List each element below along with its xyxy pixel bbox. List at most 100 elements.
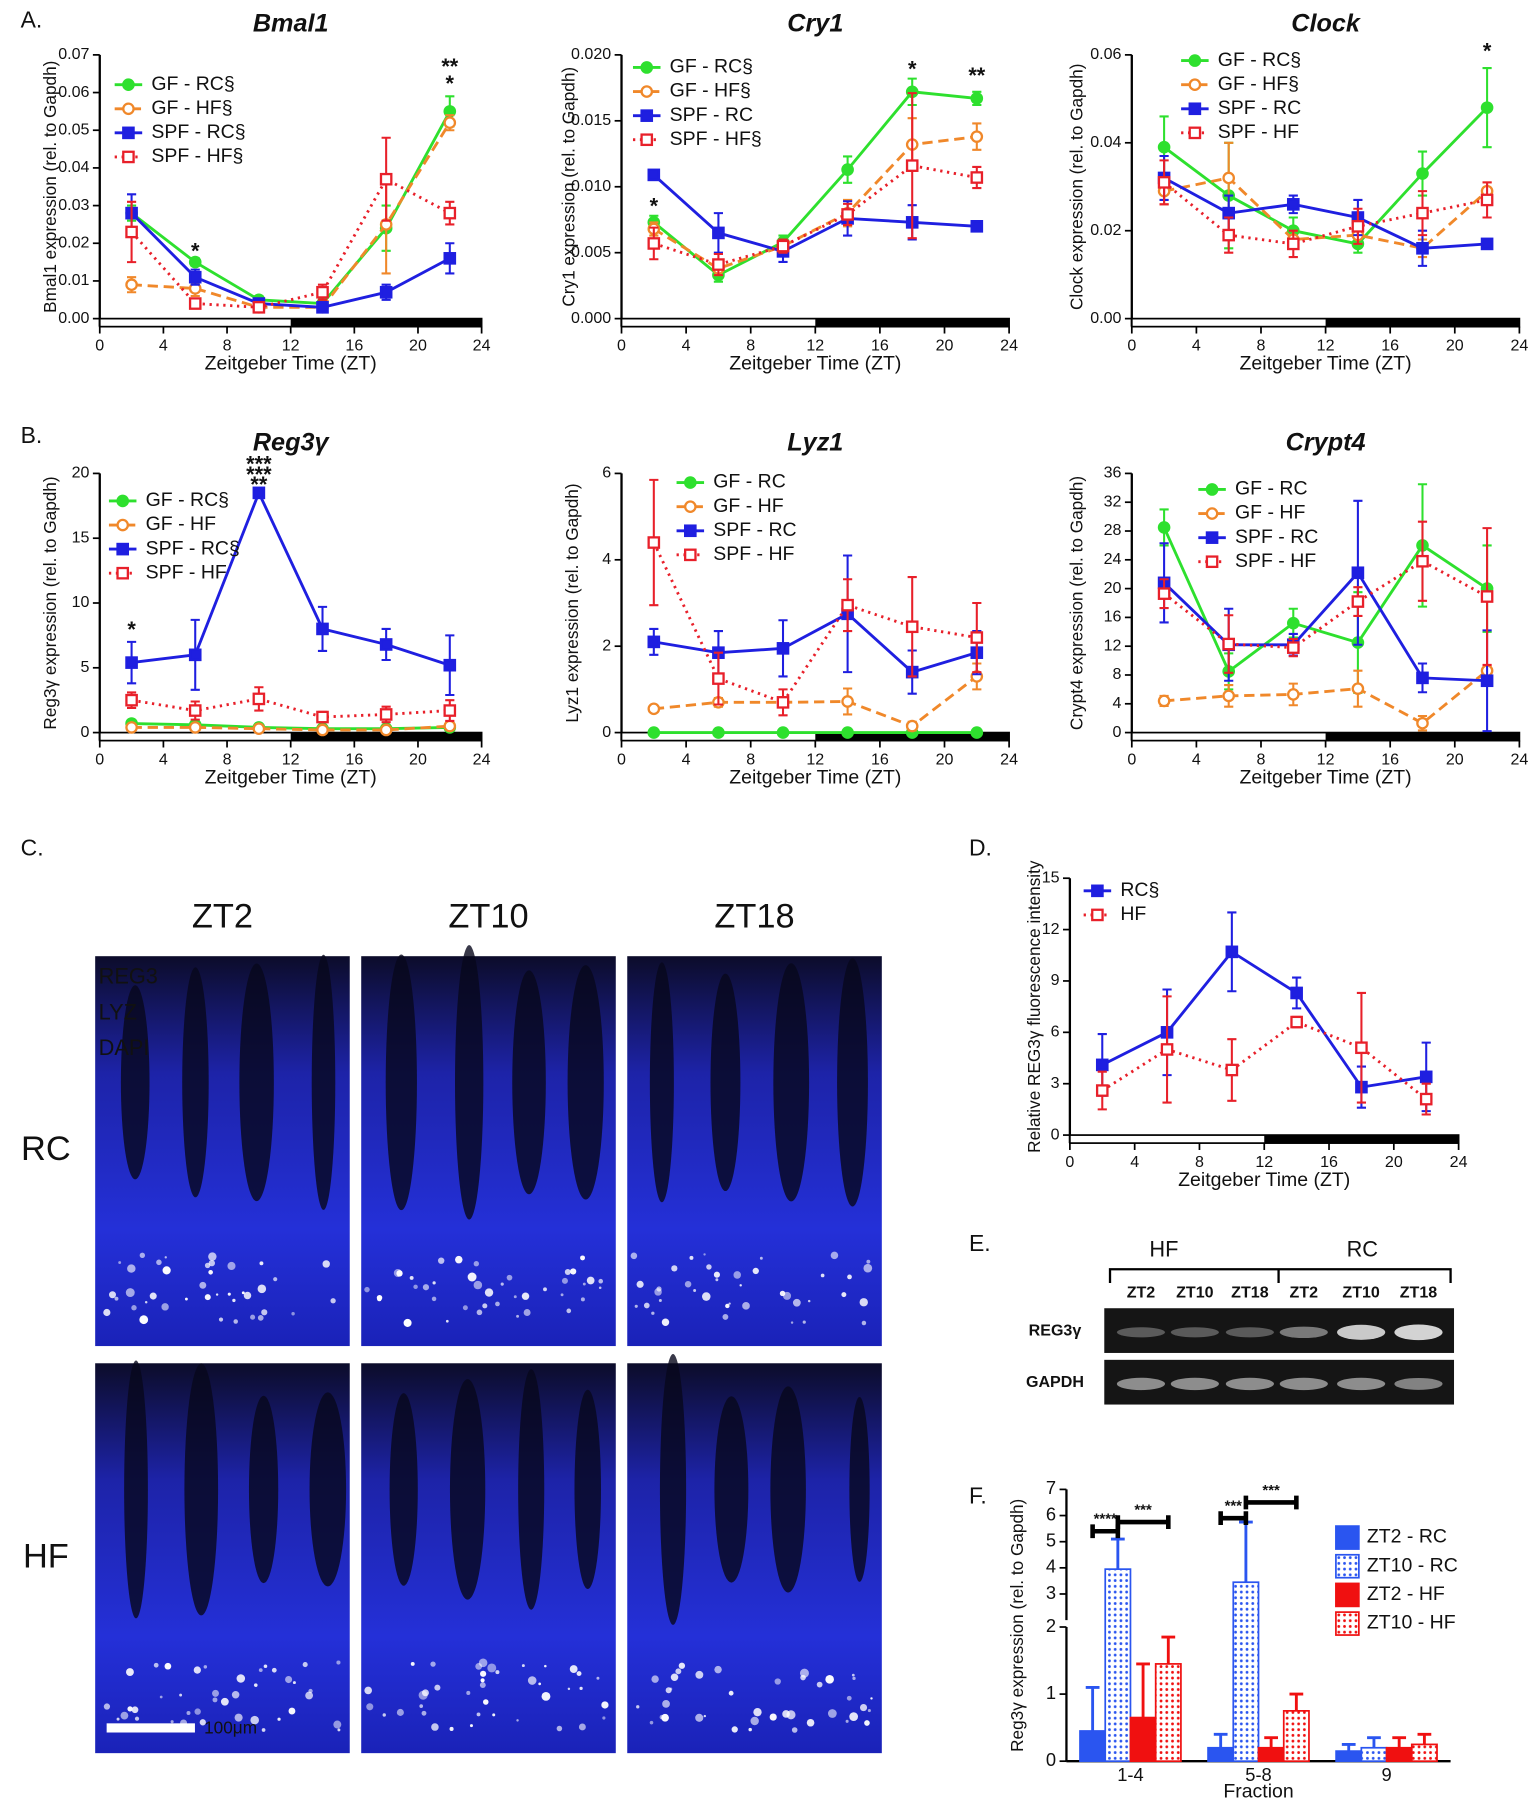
granule [495, 1301, 500, 1307]
granule [564, 1269, 571, 1275]
y-tick-label: 0.01 [58, 271, 89, 289]
legend-marker [640, 109, 654, 122]
y-tick-label: 6 [602, 464, 611, 482]
marker [841, 726, 854, 739]
legend-swatch [1335, 1553, 1360, 1579]
granule [131, 1305, 137, 1311]
x-tick-label: 0 [95, 750, 104, 768]
marker [1157, 176, 1171, 189]
y-tick-label: 0 [1051, 1125, 1060, 1143]
marker [970, 171, 984, 184]
x-tick-label: 4 [159, 750, 168, 768]
x-tick-label: 0 [617, 750, 626, 768]
marker [1480, 590, 1494, 603]
granule [140, 1319, 144, 1322]
lumen [567, 965, 604, 1200]
granule [432, 1281, 436, 1285]
error-bar [1161, 1635, 1176, 1664]
y-tick-label: 0.05 [58, 120, 89, 138]
group-label: RC [1347, 1237, 1378, 1262]
legend-marker [116, 494, 130, 508]
legend-label: GF - HF§ [670, 80, 751, 102]
x-axis-label: Zeitgeber Time (ZT) [205, 353, 377, 375]
legend-marker [1205, 483, 1219, 496]
marker [252, 692, 266, 706]
granule [271, 1667, 277, 1673]
granule [598, 1286, 602, 1290]
granule [636, 1705, 640, 1709]
granule [847, 1274, 852, 1280]
marker [1416, 241, 1429, 255]
y-tick-label: 0.02 [58, 233, 89, 251]
marker [1419, 1070, 1433, 1084]
marker [125, 656, 138, 669]
granule [538, 1682, 542, 1686]
granule [560, 1293, 564, 1297]
bar [1410, 1743, 1438, 1763]
granule [527, 1676, 537, 1685]
x-tick-label: 20 [409, 750, 427, 768]
legend-marker [1091, 884, 1104, 898]
significance: ** [250, 472, 267, 497]
y-tick-label: 7 [1046, 1477, 1056, 1498]
marker [316, 285, 329, 299]
granule [231, 1690, 240, 1699]
marker [970, 92, 984, 105]
granule [227, 1261, 236, 1271]
band [1225, 1377, 1274, 1391]
error-bar [1264, 1736, 1279, 1748]
legend-label: GF - RC [1235, 478, 1308, 500]
granule [649, 1720, 654, 1725]
x-tick-label: 24 [1510, 750, 1528, 768]
x-tick-label: 24 [1000, 750, 1018, 768]
granule [382, 1713, 386, 1717]
granule [733, 1271, 742, 1279]
legend-marker [1205, 531, 1219, 544]
series-line [652, 541, 978, 705]
marker [1157, 587, 1171, 600]
y-tick-label: 0 [1046, 1749, 1056, 1770]
y-tick-label: 15 [1042, 868, 1060, 886]
marker [712, 258, 725, 271]
granule [715, 1278, 719, 1282]
granule [556, 1725, 563, 1732]
marker [841, 163, 854, 176]
y-axis-label: Lyz1 expression (rel. to Gapdh) [562, 483, 582, 722]
y-tick-label: 5 [81, 658, 90, 676]
marker [1480, 101, 1494, 114]
legend-label: GF - HF [713, 495, 783, 517]
granule [241, 1291, 245, 1295]
bar [1335, 1750, 1363, 1763]
row-label: HF [23, 1537, 69, 1575]
granule [601, 1701, 609, 1709]
x-tick-label: 8 [1257, 750, 1266, 768]
granule [144, 1300, 148, 1304]
granule [782, 1291, 792, 1300]
x-tick-label: 24 [1510, 336, 1528, 354]
legend-marker [122, 102, 135, 116]
granule [116, 1717, 120, 1721]
marker [1416, 167, 1429, 180]
error-bar [1367, 1736, 1381, 1748]
y-tick-label: 6 [1046, 1503, 1056, 1524]
granule [449, 1726, 454, 1731]
granule [827, 1709, 837, 1718]
granule [437, 1257, 445, 1264]
x-tick-label: 8 [1257, 336, 1266, 354]
granule [273, 1277, 278, 1282]
lane-label: ZT2 [1290, 1284, 1319, 1302]
y-tick-label: 3 [1051, 1074, 1060, 1092]
marker [1290, 986, 1303, 1000]
granule [149, 1292, 157, 1300]
lumen [837, 958, 868, 1207]
x-tick-label: 0 [1127, 336, 1136, 354]
marker [647, 726, 661, 739]
legend-label: SPF - HF [1235, 550, 1316, 572]
granule [434, 1684, 441, 1691]
band [1279, 1326, 1328, 1339]
granule [227, 1292, 231, 1296]
chart-title: Bmal1 [253, 10, 329, 38]
granule [816, 1681, 823, 1688]
marker [776, 696, 790, 709]
marker [841, 695, 854, 708]
